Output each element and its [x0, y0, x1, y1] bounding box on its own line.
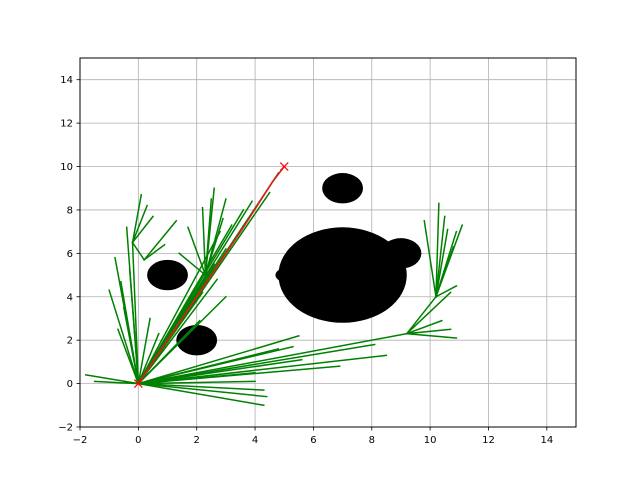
- tree-edge: [131, 241, 140, 385]
- tree-edge: [137, 224, 233, 385]
- tree-edge: [423, 219, 437, 298]
- tree-edge: [137, 332, 160, 385]
- tree-edge: [186, 226, 207, 277]
- y-tick-label: 2: [67, 336, 73, 347]
- tree-edge: [137, 343, 376, 385]
- tree-edge: [434, 224, 464, 298]
- tree-edge: [204, 198, 213, 276]
- tree-edges: [84, 172, 464, 407]
- tree-edge: [131, 241, 146, 261]
- goal-marker: [279, 162, 289, 171]
- y-tick-label: 8: [67, 205, 73, 216]
- tree-edge: [108, 289, 140, 385]
- tree-edge: [137, 382, 265, 391]
- tree-edge: [435, 202, 440, 298]
- path-line: [137, 166, 285, 385]
- endpoints: [133, 162, 289, 389]
- tree-edge: [137, 354, 388, 385]
- tree-edge: [122, 380, 140, 385]
- tree-edge: [137, 319, 201, 385]
- tree-edge: [137, 347, 280, 385]
- x-tick-label: 10: [424, 435, 437, 446]
- obstacle: [322, 173, 364, 204]
- tree-edge: [131, 215, 154, 244]
- tree-edge: [405, 332, 458, 339]
- tree-edge: [435, 215, 446, 298]
- y-tick-label: 12: [60, 119, 73, 130]
- tree-edge: [122, 306, 140, 385]
- x-tick-label: 2: [194, 435, 200, 446]
- axis-ticks: −2 0 2 4 6 8 10 12 14 −2 0 2 4 6 8 10 12 14: [58, 75, 553, 446]
- tree-edge: [143, 219, 178, 261]
- tree-edge: [137, 317, 151, 385]
- y-tick-label: 4: [67, 292, 73, 303]
- tree-edge: [405, 319, 443, 335]
- tree-edge: [137, 382, 268, 398]
- tree-edge: [143, 243, 166, 261]
- x-tick-label: 0: [135, 435, 141, 446]
- obstacle: [176, 324, 218, 356]
- x-tick-label: 8: [369, 435, 375, 446]
- tree-edge: [405, 328, 452, 335]
- obstacle: [275, 268, 293, 282]
- tree-edge: [435, 228, 449, 298]
- tree-edge: [178, 252, 207, 277]
- tree-edge: [137, 380, 256, 385]
- obstacle: [147, 259, 188, 291]
- tree-edge: [204, 217, 224, 276]
- x-tick-label: −2: [73, 435, 88, 446]
- y-tick-label: 10: [60, 162, 73, 173]
- marker-stroke: [279, 162, 289, 171]
- x-tick-label: 14: [540, 435, 553, 446]
- y-tick-label: −2: [58, 423, 73, 434]
- start-marker: [133, 379, 143, 389]
- obstacles: [147, 173, 422, 356]
- tree-edge: [405, 295, 438, 335]
- y-tick-label: 14: [60, 75, 73, 86]
- marker-stroke: [133, 379, 143, 389]
- y-tick-label: 6: [67, 249, 73, 260]
- tree-edge: [131, 193, 143, 244]
- tree-edge: [137, 334, 300, 385]
- tree-edge: [405, 291, 452, 335]
- obstacle: [278, 227, 407, 323]
- tree-edge: [201, 206, 207, 276]
- tree-edge: [125, 226, 140, 385]
- tree-edge: [116, 328, 140, 385]
- x-tick-label: 12: [482, 435, 495, 446]
- y-tick-label: 0: [67, 379, 73, 390]
- tree-edge: [131, 204, 149, 244]
- tree-edge: [434, 284, 458, 298]
- x-tick-label: 4: [252, 435, 258, 446]
- planned-path: [137, 166, 285, 385]
- obstacle: [380, 238, 422, 269]
- plot-frame: [79, 57, 577, 428]
- tree-edge: [137, 332, 408, 385]
- x-tick-label: 6: [310, 435, 316, 446]
- tree-edge: [137, 382, 265, 407]
